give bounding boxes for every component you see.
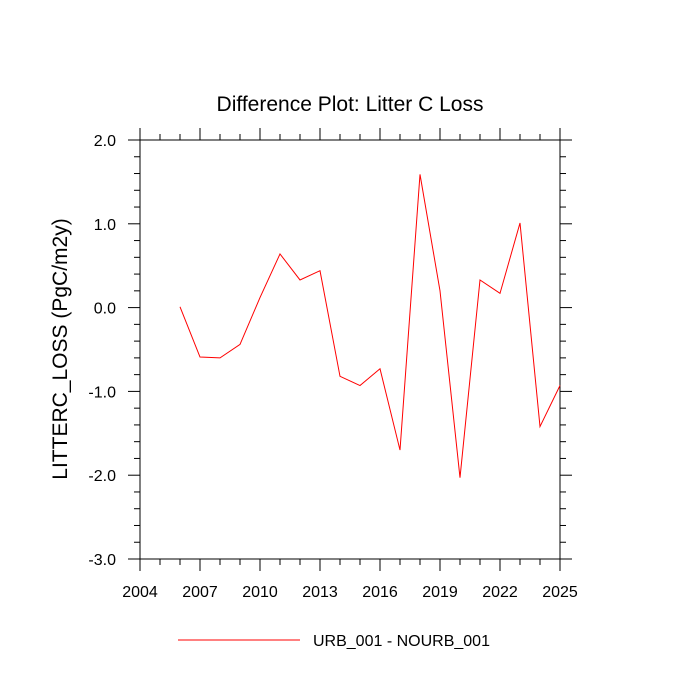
y-tick-label: 1.0 xyxy=(94,217,116,234)
x-tick-label: 2019 xyxy=(422,584,458,601)
y-axis-label: LITTERC_LOSS (PgC/m2y) xyxy=(49,218,72,479)
y-tick-label: -2.0 xyxy=(88,468,116,485)
legend-label: URB_001 - NOURB_001 xyxy=(313,633,490,650)
y-tick-label: 0.0 xyxy=(94,301,116,318)
y-tick-label: -1.0 xyxy=(88,384,116,401)
x-tick-label: 2013 xyxy=(302,584,338,601)
series-layer xyxy=(179,174,561,478)
plot-border xyxy=(139,139,561,560)
chart-title: Difference Plot: Litter C Loss xyxy=(217,93,484,116)
x-tick-label: 2010 xyxy=(242,584,278,601)
y-axis: -3.0 -2.0 -1.0 0.0 1.0 2.0 xyxy=(88,133,572,569)
series-line xyxy=(179,174,561,478)
x-tick-label: 2016 xyxy=(362,584,398,601)
x-axis: 2004 2007 2010 2013 2016 2019 2022 2025 xyxy=(122,128,578,601)
x-tick-label: 2025 xyxy=(542,584,578,601)
x-tick-label: 2004 xyxy=(122,584,158,601)
y-tick-label: -3.0 xyxy=(88,552,116,569)
plot-area xyxy=(139,139,561,560)
x-tick-label: 2022 xyxy=(482,584,518,601)
x-tick-label: 2007 xyxy=(182,584,218,601)
legend: URB_001 - NOURB_001 xyxy=(178,633,490,650)
y-tick-label: 2.0 xyxy=(94,133,116,150)
